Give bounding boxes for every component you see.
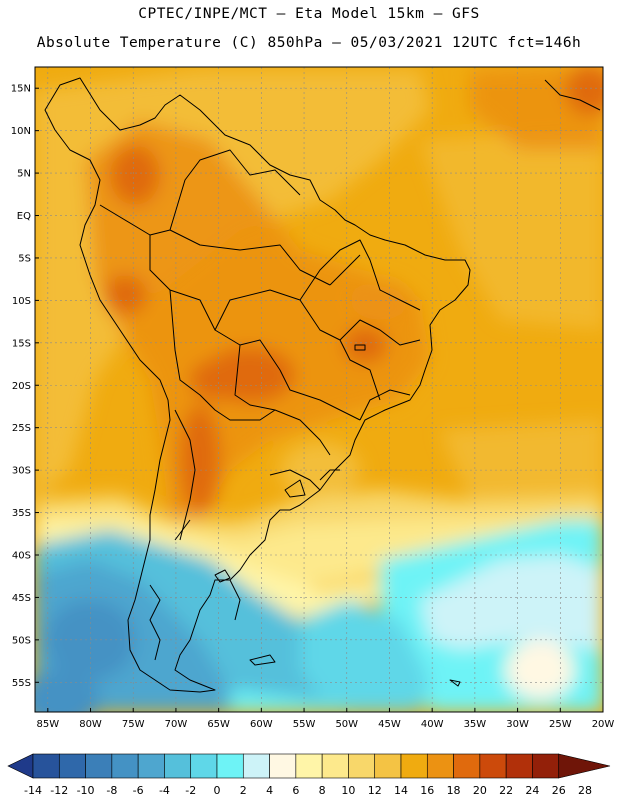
colorbar-label: -10: [77, 784, 95, 797]
colorbar-label: 6: [292, 784, 299, 797]
colorbar-box: [348, 753, 376, 779]
colorbar-box: [137, 753, 165, 779]
colorbar-box: [32, 753, 60, 779]
colorbar-label: 18: [447, 784, 461, 797]
lon-label: 40W: [421, 719, 444, 730]
lat-label: 45S: [12, 593, 31, 604]
colorbar-box: [58, 753, 86, 779]
lat-label: 55S: [12, 678, 31, 689]
colorbar-label: 0: [214, 784, 221, 797]
lon-label: 30W: [506, 719, 529, 730]
colorbar-box: [216, 753, 244, 779]
colorbar-label: 22: [499, 784, 513, 797]
colorbar-label: 8: [319, 784, 326, 797]
lat-label: EQ: [17, 211, 31, 222]
lon-label: 75W: [122, 719, 145, 730]
colorbar-box: [532, 753, 560, 779]
colorbar-box: [374, 753, 402, 779]
lat-label: 15S: [12, 338, 31, 349]
colorbar-box: [164, 753, 192, 779]
lat-label: 10N: [11, 126, 31, 137]
colorbar-arrow-high: [558, 753, 611, 779]
colorbar-label: 24: [525, 784, 539, 797]
lon-label: 55W: [293, 719, 316, 730]
lon-label: 45W: [378, 719, 401, 730]
colorbar-label: -14: [24, 784, 42, 797]
lat-label: 40S: [12, 550, 31, 561]
colorbar-label: 28: [578, 784, 592, 797]
temperature-field: [35, 67, 603, 712]
colorbar-box: [295, 753, 323, 779]
lon-label: 50W: [335, 719, 358, 730]
lon-label: 35W: [464, 719, 487, 730]
colorbar-label: 2: [240, 784, 247, 797]
longitude-labels: 85W 80W 75W 70W 65W 60W 55W 50W 45W 40W 35W 30W 25W 2…: [36, 708, 614, 730]
lat-label: 5N: [17, 169, 31, 180]
colorbar-label: 4: [266, 784, 273, 797]
colorbar-label: -6: [133, 784, 144, 797]
lat-label: 50S: [12, 635, 31, 646]
lon-label: 20W: [592, 719, 615, 730]
lat-label: 35S: [12, 508, 31, 519]
lat-label: 15N: [11, 84, 31, 95]
colorbar-label: 10: [341, 784, 355, 797]
colorbar-box: [242, 753, 270, 779]
colorbar-label: 12: [368, 784, 382, 797]
latitude-labels: 15N 10N 5N EQ 5S 10S 15S 20S 25S 30S 35S 40S 45S 50S 5…: [11, 84, 39, 689]
colorbar-box: [111, 753, 139, 779]
colorbar-label: 16: [420, 784, 434, 797]
colorbar-label: -4: [159, 784, 170, 797]
colorbar-box: [453, 753, 481, 779]
colorbar-arrow-low: [7, 753, 34, 779]
chart-title-line1: CPTEC/INPE/MCT – Eta Model 15km – GFS: [138, 6, 480, 22]
colorbar-box: [85, 753, 113, 779]
lat-label: 30S: [12, 466, 31, 477]
colorbar-label: -2: [185, 784, 196, 797]
chart-title-line2: Absolute Temperature (C) 850hPa – 05/03/…: [36, 35, 582, 51]
coastlines-and-borders: [44, 77, 601, 693]
colorbar-box: [190, 753, 218, 779]
map-frame: [34, 66, 604, 713]
lon-label: 80W: [79, 719, 102, 730]
colorbar-label: -8: [106, 784, 117, 797]
colorbar-box: [479, 753, 507, 779]
colorbar-box: [269, 753, 297, 779]
colorbar-box: [321, 753, 349, 779]
lon-label: 25W: [549, 719, 572, 730]
lat-label: 20S: [12, 381, 31, 392]
colorbar-label: 20: [473, 784, 487, 797]
colorbar-label: 14: [394, 784, 408, 797]
lon-label: 70W: [165, 719, 188, 730]
colorbar-box: [400, 753, 428, 779]
lon-label: 65W: [207, 719, 230, 730]
south-america-coastline: [44, 77, 471, 693]
lat-label: 10S: [12, 296, 31, 307]
colorbar: -14 -12 -10 -8 -6 -4 -2 0 2 4 6 8 10 12 14 16 18 20 22 24 26…: [7, 753, 611, 797]
lat-label: 5S: [18, 253, 31, 264]
colorbar-label: 26: [552, 784, 566, 797]
lon-label: 60W: [250, 719, 273, 730]
lon-label: 85W: [36, 719, 59, 730]
colorbar-box: [426, 753, 454, 779]
lat-label: 25S: [12, 423, 31, 434]
colorbar-box: [505, 753, 533, 779]
colorbar-label: -12: [50, 784, 68, 797]
